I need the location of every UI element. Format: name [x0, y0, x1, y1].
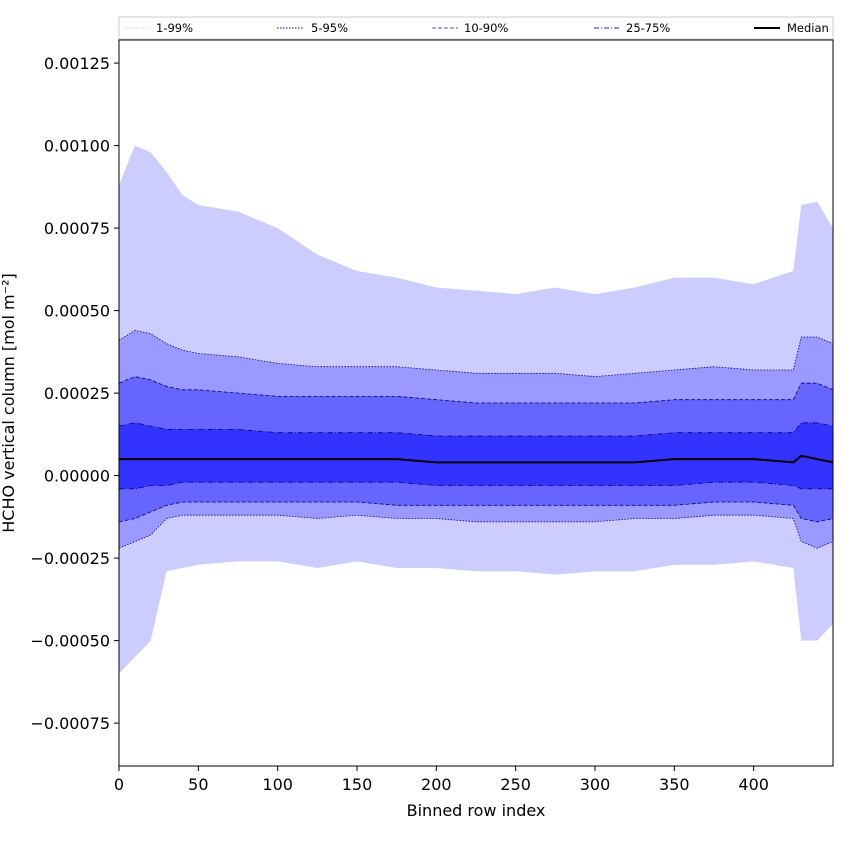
y-tick-label: −0.00025 — [30, 549, 110, 568]
y-tick-label: −0.00075 — [30, 714, 110, 733]
line-median — [119, 454, 833, 464]
line-10-90%-upper — [119, 376, 833, 404]
x-tick-label: 300 — [580, 775, 611, 794]
line-5-95%-upper — [119, 329, 833, 378]
legend-label: 5-95% — [311, 21, 348, 35]
y-tick-label: 0.00025 — [44, 384, 110, 403]
line-25-75%-lower — [119, 481, 833, 490]
y-tick-label: 0.00000 — [44, 467, 110, 486]
x-tick-label: 100 — [262, 775, 293, 794]
y-tick-label: −0.00050 — [30, 632, 110, 651]
x-tick-label: 200 — [421, 775, 452, 794]
percentile-lines — [119, 329, 833, 549]
y-tick-label: 0.00075 — [44, 219, 110, 238]
x-axis-label: Binned row index — [407, 801, 546, 820]
line-25-75%-upper — [119, 422, 833, 437]
legend-label: Median — [787, 21, 829, 35]
percentile-bands — [119, 145, 833, 674]
y-axis-label: HCHO vertical column [mol m⁻²] — [0, 273, 18, 532]
legend-box — [118, 16, 834, 40]
y-tick-label: 0.00050 — [44, 302, 110, 321]
x-tick-label: 250 — [500, 775, 531, 794]
y-tick-label: 0.00100 — [44, 137, 110, 156]
line-5-95%-lower — [119, 514, 833, 549]
band-25-75% — [119, 422, 833, 489]
legend: 1-99% 5-95% 10-90% 25-75% Median — [118, 16, 834, 40]
y-axis-ticks: −0.00075 −0.00050 −0.00025 0.00000 0.00025 0.… — [30, 54, 119, 733]
x-tick-label: 50 — [188, 775, 208, 794]
x-tick-label: 400 — [738, 775, 769, 794]
y-tick-label: 0.00125 — [44, 54, 110, 73]
legend-label: 10-90% — [464, 21, 508, 35]
line-10-90%-lower — [119, 501, 833, 523]
x-axis-ticks: 0 50 100 150 200 250 300 350 400 — [114, 766, 769, 794]
legend-label: 1-99% — [156, 21, 193, 35]
legend-label: 25-75% — [626, 21, 670, 35]
x-tick-label: 0 — [114, 775, 124, 794]
x-tick-label: 350 — [659, 775, 690, 794]
x-tick-label: 150 — [342, 775, 373, 794]
plot-frame — [118, 39, 834, 767]
